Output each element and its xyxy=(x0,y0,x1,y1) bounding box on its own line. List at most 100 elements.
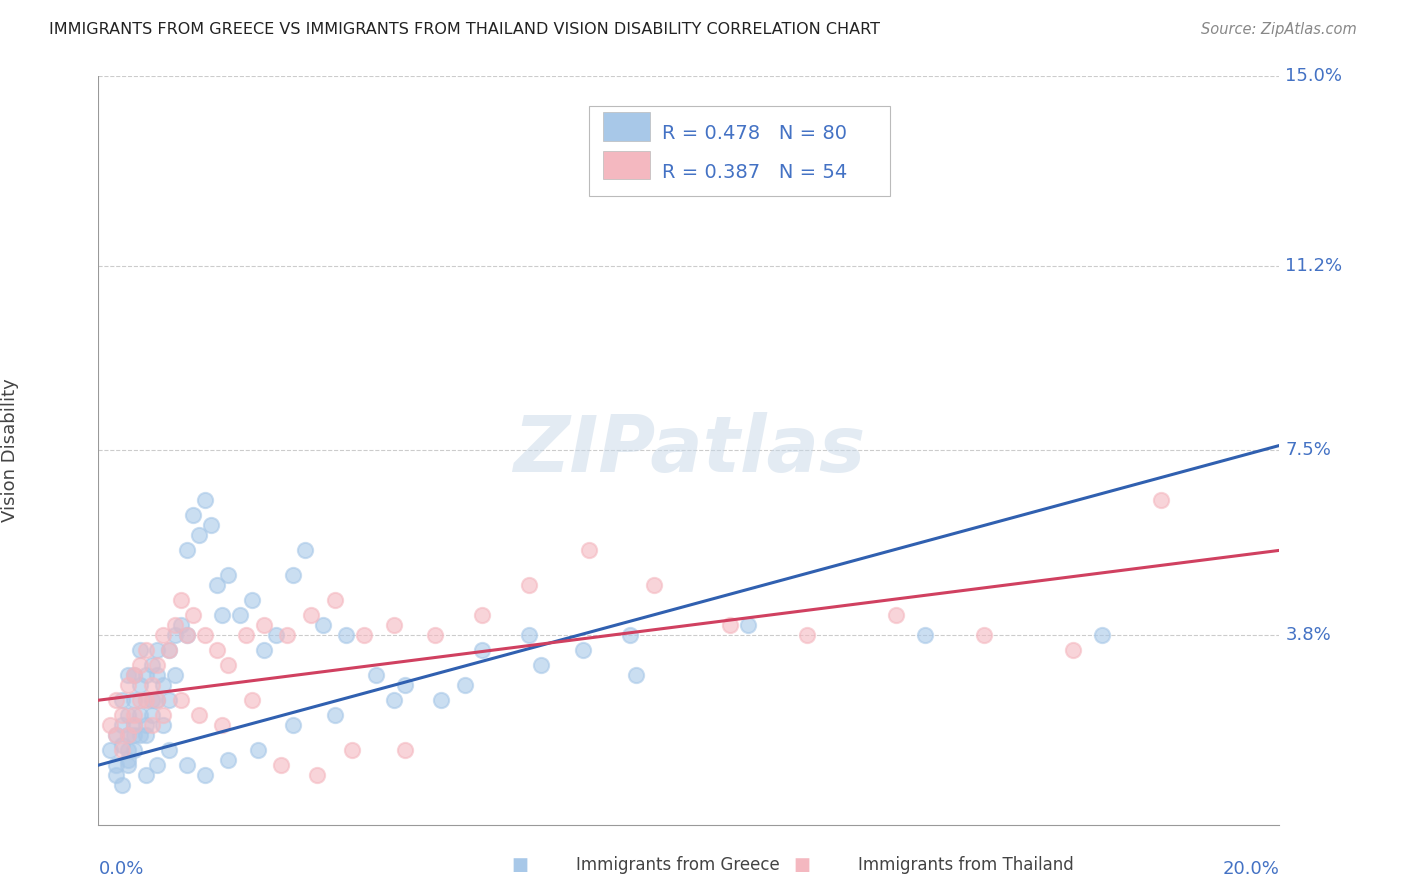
Point xyxy=(117,728,139,742)
Point xyxy=(122,743,145,757)
FancyBboxPatch shape xyxy=(589,106,890,195)
Text: 20.0%: 20.0% xyxy=(1223,860,1279,878)
Point xyxy=(264,628,287,642)
Point xyxy=(187,528,209,542)
Point xyxy=(122,668,145,682)
Point xyxy=(117,668,139,682)
Point xyxy=(152,708,174,723)
Point xyxy=(312,618,335,632)
Point xyxy=(240,693,263,707)
Point xyxy=(718,618,741,632)
Point xyxy=(471,643,494,657)
Point xyxy=(146,693,169,707)
Point xyxy=(519,578,541,592)
Point xyxy=(205,578,228,592)
Point xyxy=(128,658,150,673)
Point xyxy=(105,693,128,707)
Point xyxy=(152,718,174,732)
Point xyxy=(342,743,364,757)
Point xyxy=(111,718,134,732)
Point xyxy=(253,618,276,632)
Point xyxy=(128,693,150,707)
Point xyxy=(111,743,134,757)
Point xyxy=(157,643,180,657)
Point xyxy=(1091,628,1114,642)
Point xyxy=(176,628,198,642)
Point xyxy=(187,708,209,723)
Point xyxy=(571,643,593,657)
Point xyxy=(471,608,494,623)
Point xyxy=(519,628,541,642)
Point xyxy=(157,693,180,707)
Point xyxy=(737,618,759,632)
Point xyxy=(796,628,818,642)
Point xyxy=(111,738,134,752)
Point xyxy=(1062,643,1084,657)
Point xyxy=(105,768,128,782)
Point xyxy=(394,743,416,757)
Point xyxy=(217,568,239,582)
Bar xyxy=(603,112,650,141)
Point xyxy=(146,658,169,673)
Point xyxy=(146,693,169,707)
Text: 3.8%: 3.8% xyxy=(1285,626,1331,644)
Point xyxy=(353,628,375,642)
Point xyxy=(200,518,222,533)
Point xyxy=(323,708,346,723)
Point xyxy=(146,758,169,772)
Point xyxy=(165,668,187,682)
Point xyxy=(141,708,163,723)
Point xyxy=(122,718,145,732)
Point xyxy=(146,643,169,657)
Point xyxy=(240,593,263,607)
Point xyxy=(111,708,134,723)
Point xyxy=(128,643,150,657)
Text: 7.5%: 7.5% xyxy=(1285,442,1331,459)
Point xyxy=(211,608,233,623)
Point xyxy=(299,608,322,623)
Text: Vision Disability: Vision Disability xyxy=(1,378,18,523)
Point xyxy=(117,708,139,723)
Point xyxy=(152,628,174,642)
Point xyxy=(364,668,387,682)
Point xyxy=(181,608,204,623)
Point xyxy=(217,753,239,767)
Point xyxy=(117,728,139,742)
Point xyxy=(229,608,252,623)
Point xyxy=(135,668,157,682)
Point xyxy=(217,658,239,673)
Point xyxy=(157,743,180,757)
Point xyxy=(146,668,169,682)
Point xyxy=(211,718,233,732)
Point xyxy=(117,758,139,772)
Point xyxy=(643,578,665,592)
Point xyxy=(111,778,134,792)
Point xyxy=(170,693,193,707)
Point xyxy=(305,768,328,782)
Point xyxy=(141,693,163,707)
Text: ■: ■ xyxy=(793,856,810,874)
Point xyxy=(270,758,292,772)
Text: Source: ZipAtlas.com: Source: ZipAtlas.com xyxy=(1201,22,1357,37)
Point xyxy=(128,708,150,723)
Point xyxy=(117,743,139,757)
Point xyxy=(382,618,405,632)
Point xyxy=(578,543,600,558)
Point xyxy=(165,628,187,642)
Point xyxy=(111,693,134,707)
Point xyxy=(141,678,163,692)
Text: 0.0%: 0.0% xyxy=(98,860,143,878)
Point xyxy=(323,593,346,607)
Text: IMMIGRANTS FROM GREECE VS IMMIGRANTS FROM THAILAND VISION DISABILITY CORRELATION: IMMIGRANTS FROM GREECE VS IMMIGRANTS FRO… xyxy=(49,22,880,37)
Point xyxy=(135,728,157,742)
Point xyxy=(423,628,446,642)
Point xyxy=(176,758,198,772)
Point xyxy=(105,728,128,742)
Text: 15.0%: 15.0% xyxy=(1285,67,1343,85)
Point xyxy=(122,728,145,742)
Point xyxy=(624,668,647,682)
Point xyxy=(105,728,128,742)
Point xyxy=(128,678,150,692)
Point xyxy=(335,628,357,642)
Text: ZIPatlas: ZIPatlas xyxy=(513,412,865,489)
